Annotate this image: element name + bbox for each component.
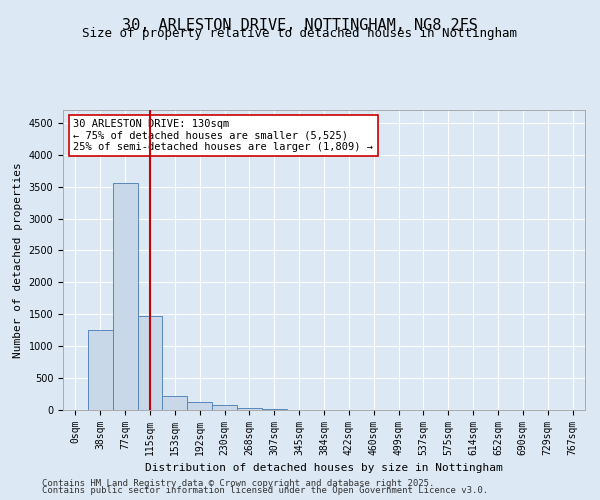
Text: Contains HM Land Registry data © Crown copyright and database right 2025.: Contains HM Land Registry data © Crown c… <box>42 478 434 488</box>
Y-axis label: Number of detached properties: Number of detached properties <box>13 162 23 358</box>
Bar <box>88 330 113 410</box>
X-axis label: Distribution of detached houses by size in Nottingham: Distribution of detached houses by size … <box>145 464 503 473</box>
Bar <box>113 184 137 410</box>
Bar <box>163 396 187 410</box>
Text: 30, ARLESTON DRIVE, NOTTINGHAM, NG8 2FS: 30, ARLESTON DRIVE, NOTTINGHAM, NG8 2FS <box>122 18 478 32</box>
Bar <box>212 405 237 410</box>
Bar <box>237 408 262 410</box>
Text: Contains public sector information licensed under the Open Government Licence v3: Contains public sector information licen… <box>42 486 488 495</box>
Bar <box>137 316 163 410</box>
Bar <box>187 402 212 410</box>
Text: 30 ARLESTON DRIVE: 130sqm
← 75% of detached houses are smaller (5,525)
25% of se: 30 ARLESTON DRIVE: 130sqm ← 75% of detac… <box>73 119 373 152</box>
Text: Size of property relative to detached houses in Nottingham: Size of property relative to detached ho… <box>83 28 517 40</box>
